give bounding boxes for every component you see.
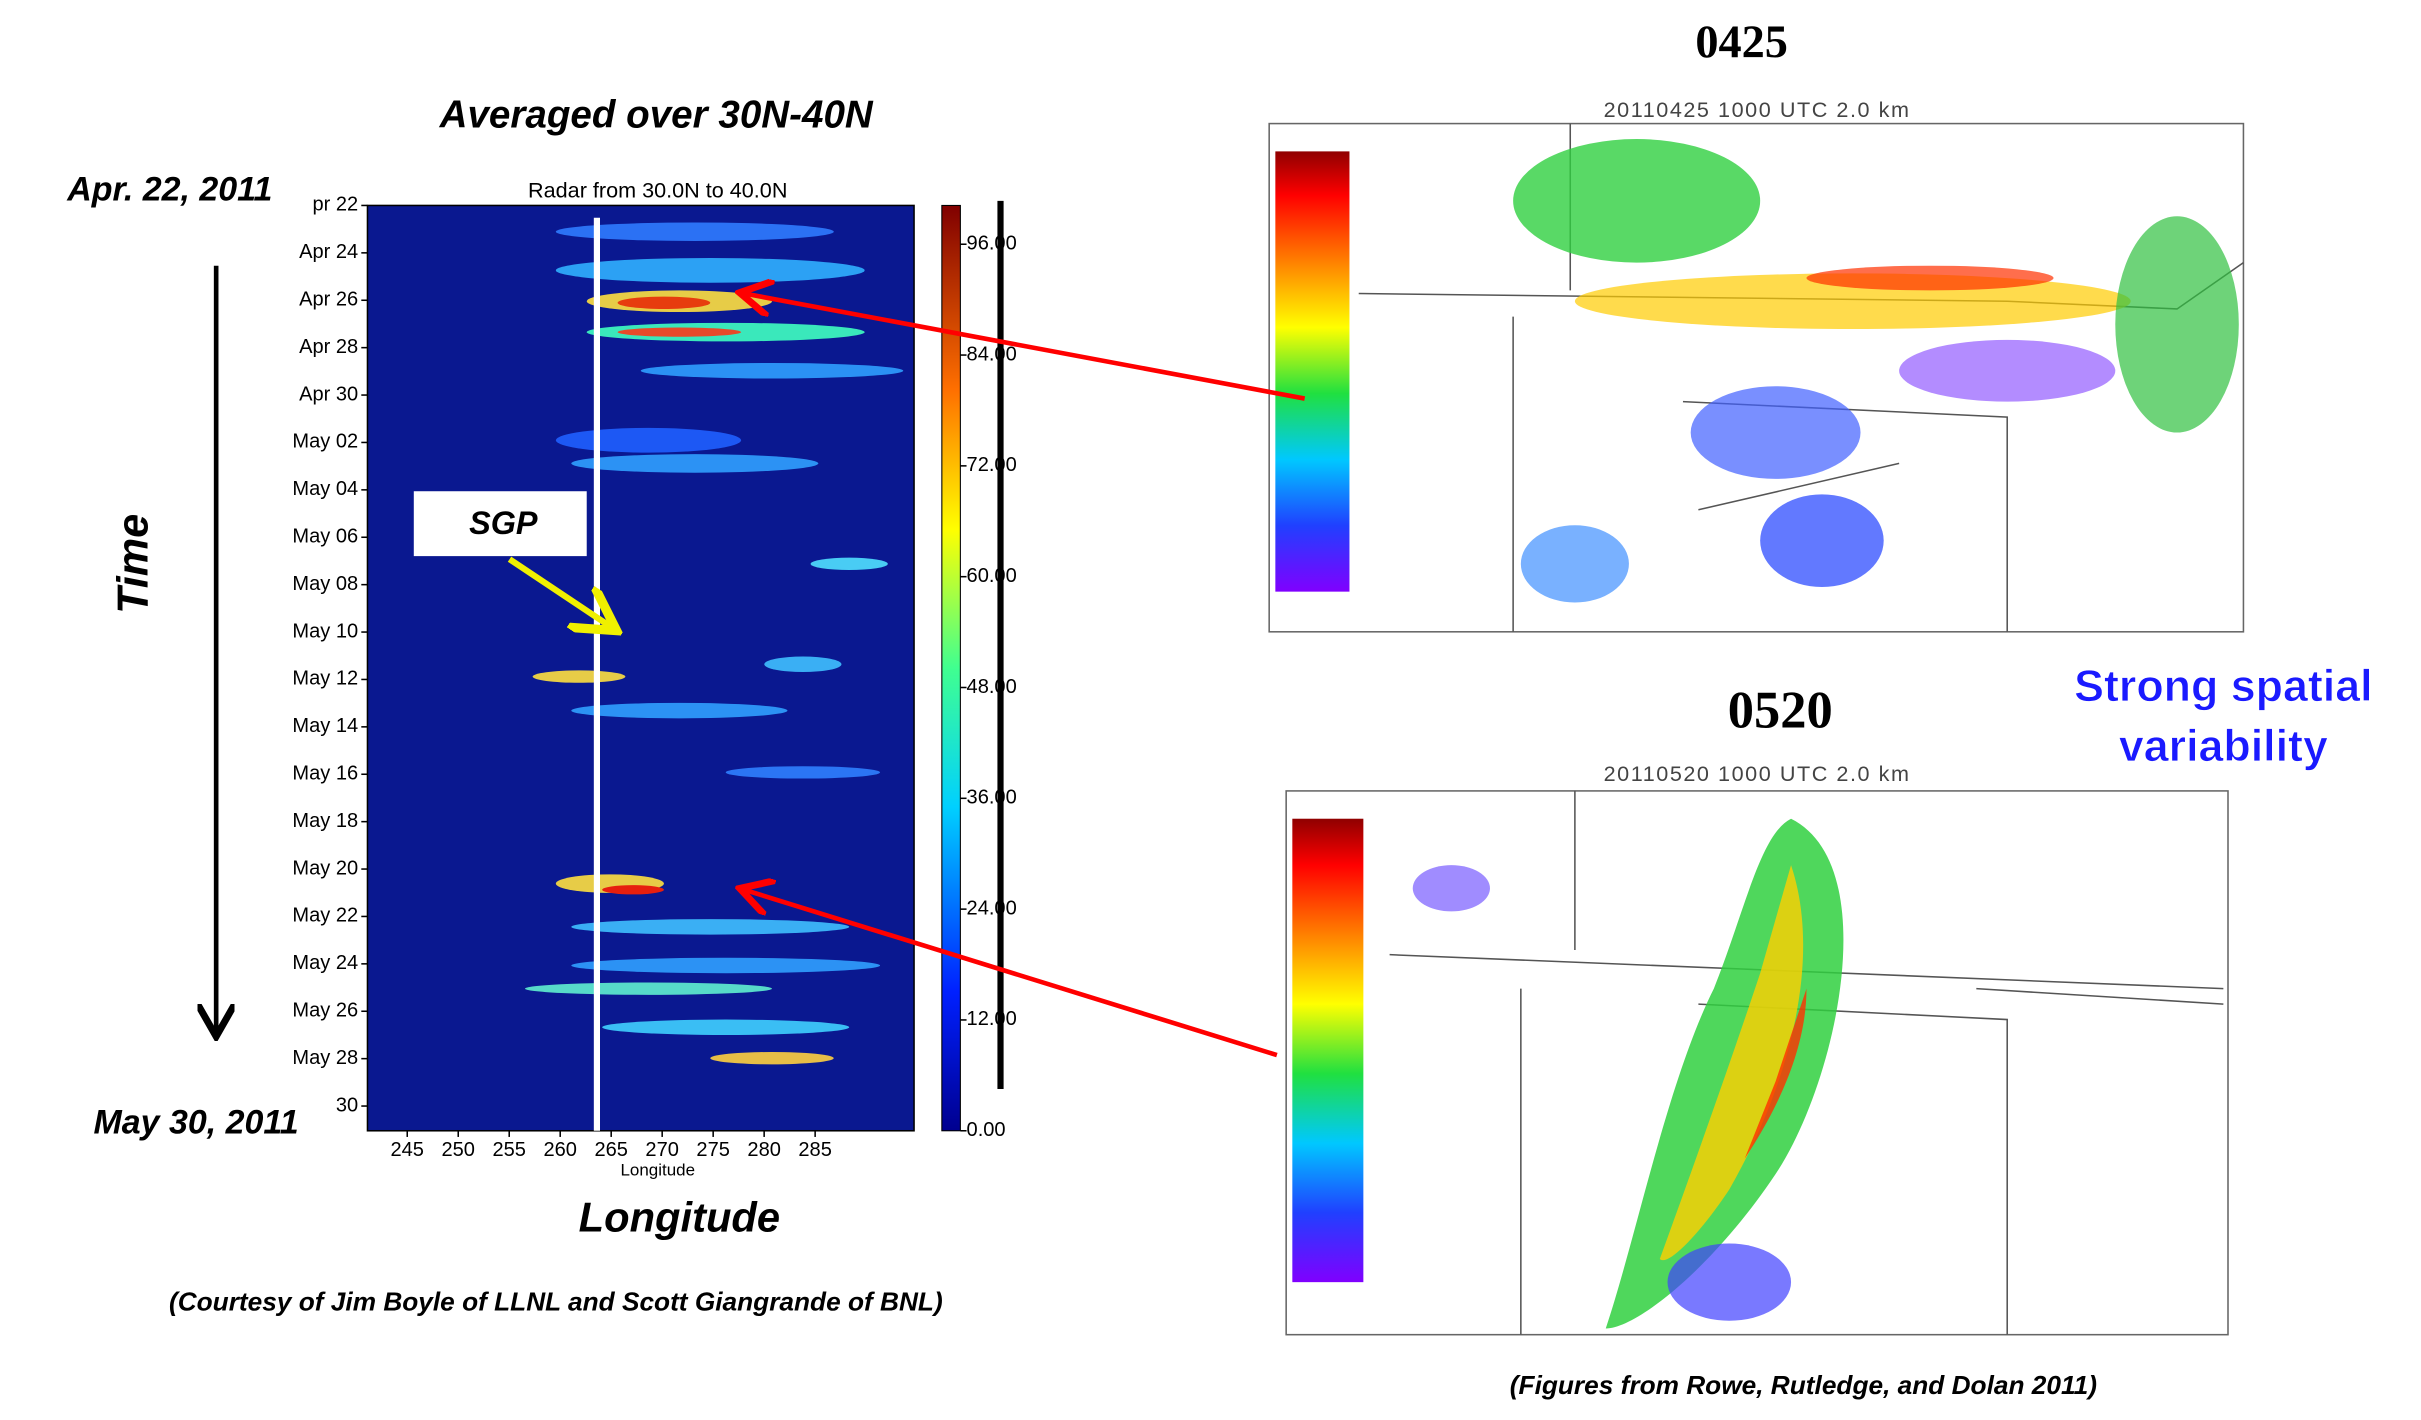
start-date: Apr. 22, 2011	[66, 171, 272, 209]
y-tick-label: May 04	[292, 478, 358, 500]
plot-frame	[366, 204, 915, 1132]
map-colorbar	[1292, 818, 1364, 1283]
y-tick-label: Apr 26	[299, 289, 358, 311]
y-tick-label: May 08	[292, 573, 358, 595]
figures-credit: (Figures from Rowe, Rutledge, and Dolan …	[1510, 1370, 2097, 1400]
y-tick-label: May 12	[292, 668, 358, 690]
colorbar-tick-label: 0.00	[967, 1119, 1006, 1141]
longitude-label: Longitude	[579, 1193, 780, 1240]
sgp-box	[413, 491, 587, 557]
y-tick-label: Apr 24	[299, 241, 358, 263]
map-content	[1358, 123, 2244, 632]
x-tick-label: 285	[798, 1139, 831, 1161]
map-colorbar	[1275, 151, 1350, 592]
streaks	[524, 222, 904, 1065]
y-tick-label: May 24	[292, 952, 358, 974]
map-heading: 0425	[1695, 17, 1788, 68]
y-tick-label: May 16	[292, 763, 358, 785]
y-tick-label: May 28	[292, 1047, 358, 1069]
callout: Strong spatial	[2074, 661, 2372, 711]
callout: variability	[2119, 721, 2328, 771]
x-axis-label: Longitude	[620, 1160, 695, 1179]
x-tick-label: 265	[594, 1139, 627, 1161]
end-date: May 30, 2011	[93, 1104, 298, 1142]
colorbar-tick-label: 24.00	[967, 897, 1017, 919]
time-label: Time	[109, 514, 157, 614]
y-tick-label: May 18	[292, 810, 358, 832]
x-tick-label: 255	[492, 1139, 525, 1161]
y-tick-label: May 06	[292, 526, 358, 548]
colorbar	[941, 204, 961, 1132]
heatmap-title: Radar from 30.0N to 40.0N	[528, 177, 787, 202]
sgp-arrow	[507, 556, 612, 627]
map-content	[1389, 790, 2224, 1335]
x-tick-label: 275	[696, 1139, 729, 1161]
x-tick-label: 270	[645, 1139, 678, 1161]
y-tick-label: May 14	[292, 715, 358, 737]
y-tick-label: pr 22	[312, 194, 358, 216]
red-arrow	[744, 890, 1278, 1058]
map-title: 20110520 1000 UTC 2.0 km	[1604, 761, 1911, 786]
x-tick-label: 250	[441, 1139, 474, 1161]
red-arrow	[744, 294, 1306, 401]
y-tick-label: Apr 28	[299, 336, 358, 358]
colorbar-tick-label: 60.00	[967, 565, 1017, 587]
y-tick-label: May 02	[292, 431, 358, 453]
map-heading: 0520	[1728, 681, 1833, 739]
colorbar-tick-label: 12.00	[967, 1008, 1017, 1030]
y-tick-label: 30	[336, 1094, 358, 1116]
x-tick-label: 280	[747, 1139, 780, 1161]
y-tick-label: May 22	[292, 905, 358, 927]
left-title: Averaged over 30N-40N	[439, 94, 874, 137]
y-tick-label: May 20	[292, 857, 358, 879]
x-tick-label: 260	[543, 1139, 576, 1161]
colorbar-tick-label: 96.00	[967, 233, 1017, 255]
map-title: 20110425 1000 UTC 2.0 km	[1604, 97, 1911, 122]
sgp-label: SGP	[469, 505, 538, 541]
y-tick-label: May 26	[292, 1000, 358, 1022]
colorbar-tick-label: 84.00	[967, 343, 1017, 365]
x-tick-label: 245	[391, 1139, 424, 1161]
colorbar-tick-label: 36.00	[967, 787, 1017, 809]
y-tick-label: Apr 30	[299, 383, 358, 405]
colorbar-tick-label: 72.00	[967, 454, 1017, 476]
courtesy: (Courtesy of Jim Boyle of LLNL and Scott…	[169, 1287, 943, 1317]
y-tick-label: May 10	[292, 620, 358, 642]
colorbar-tick-label: 48.00	[967, 676, 1017, 698]
